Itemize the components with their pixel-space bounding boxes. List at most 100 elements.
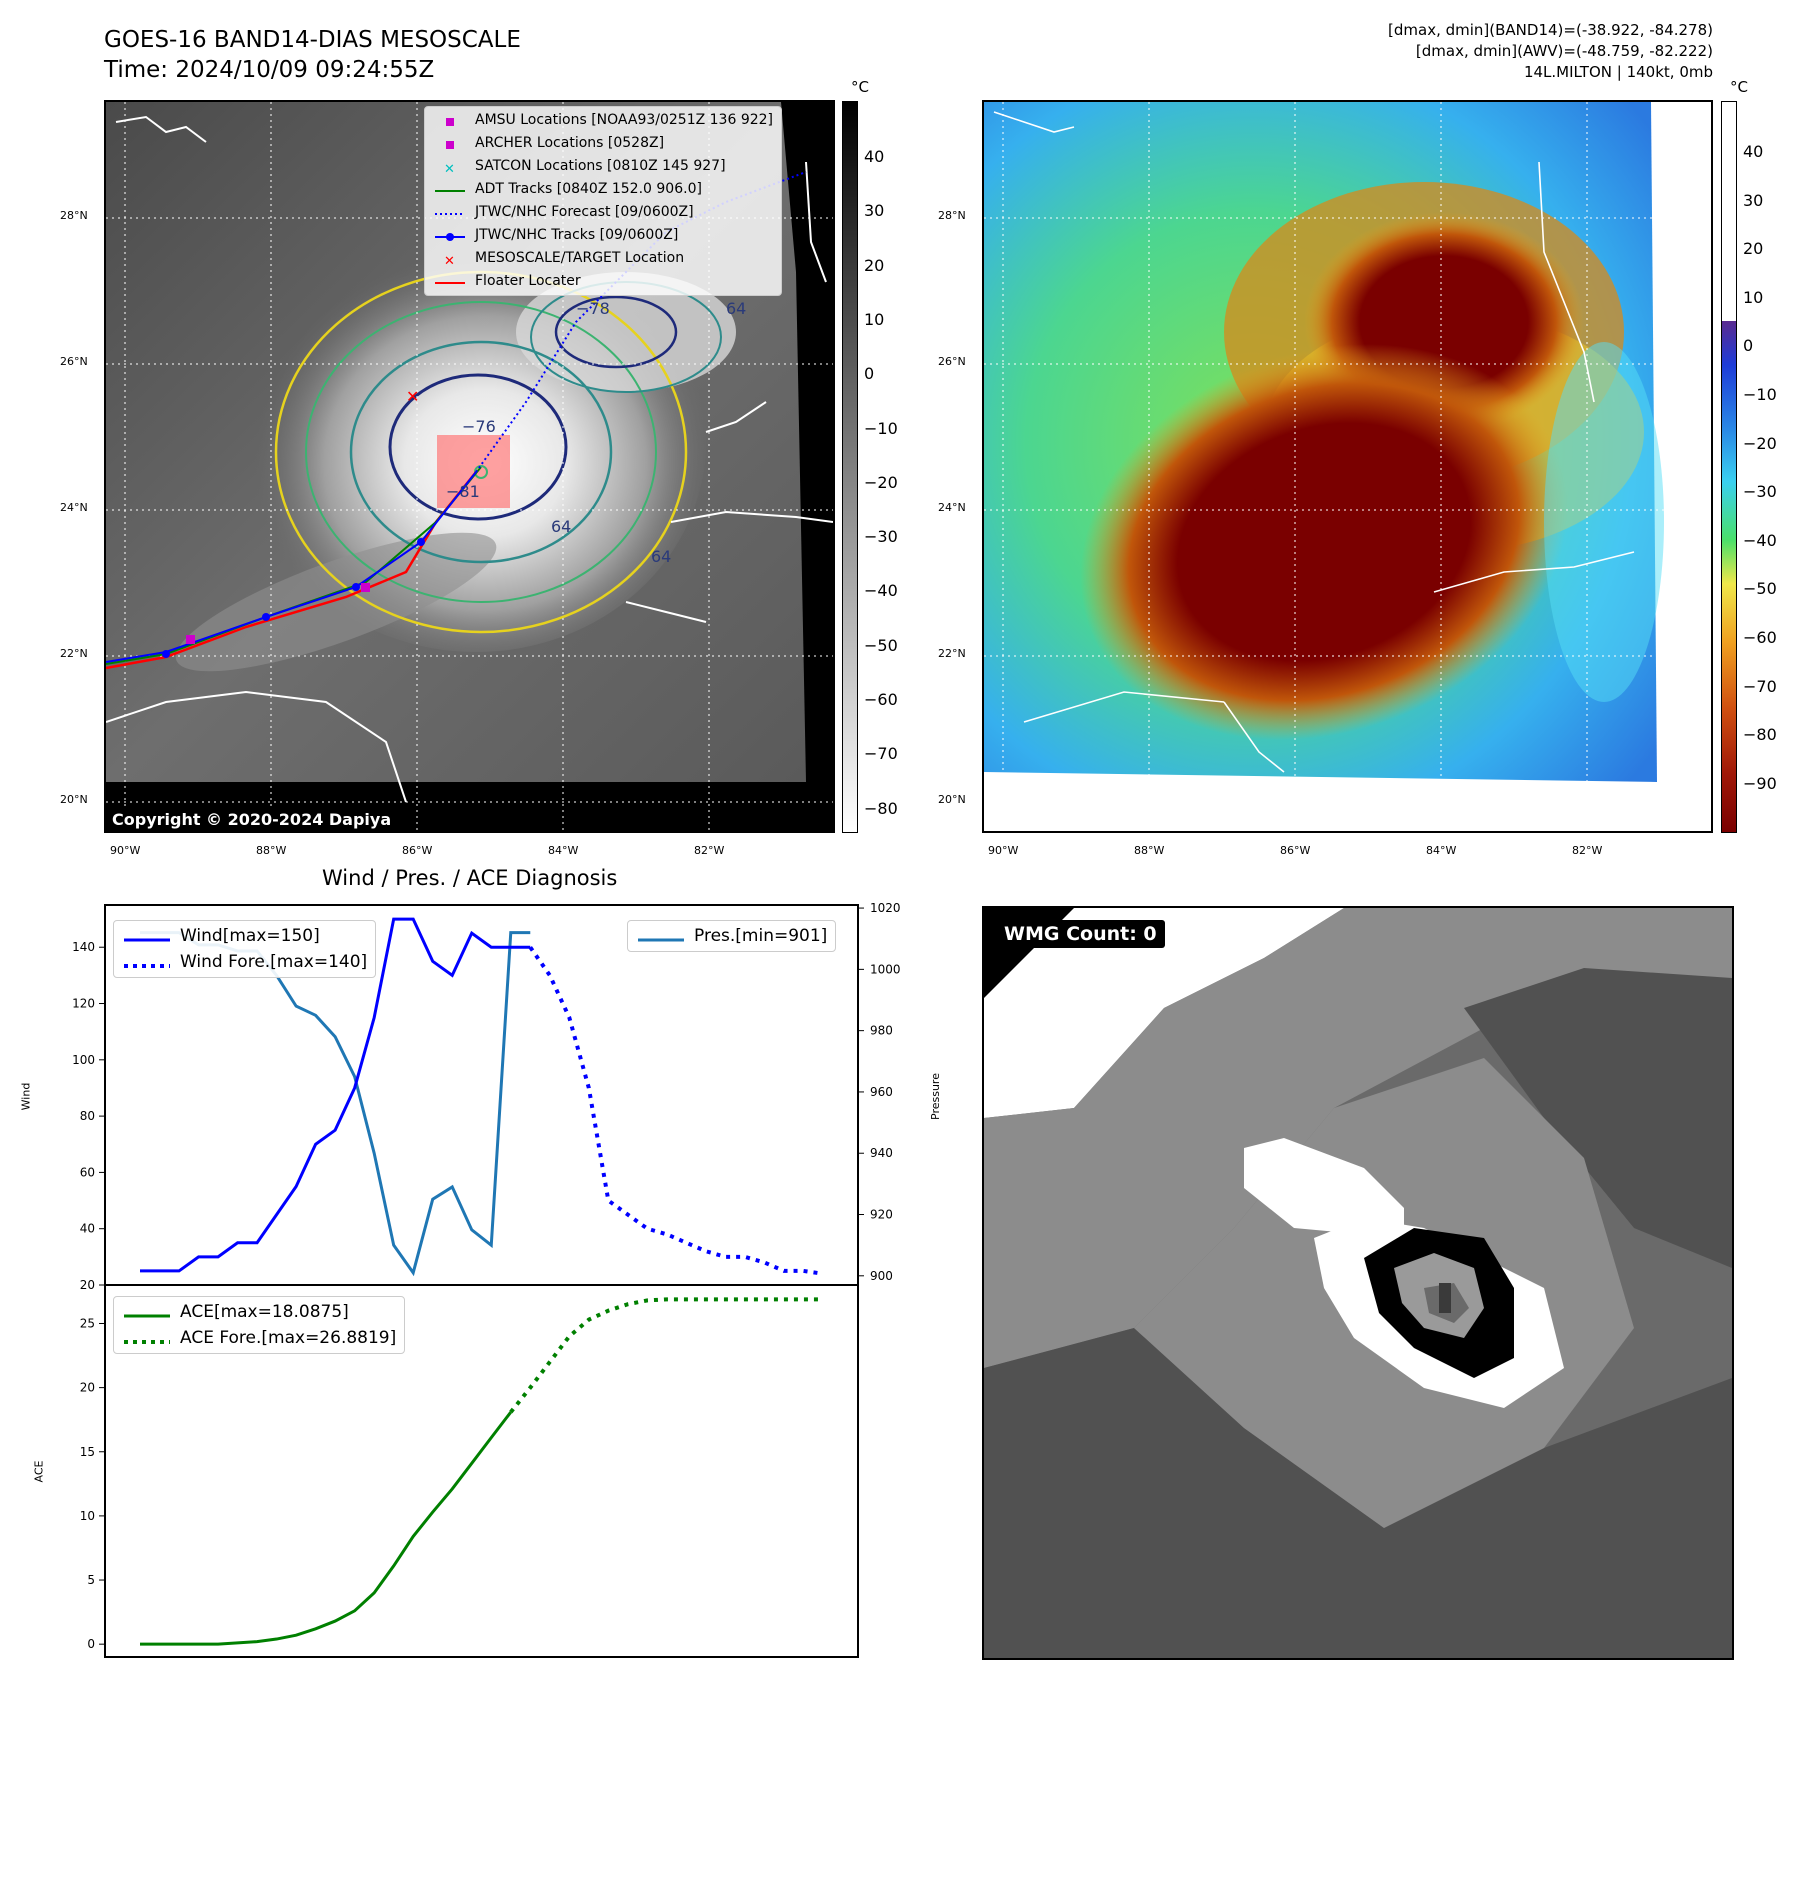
lon-label: 88°W [1134, 844, 1165, 857]
colorbar-tick-label: 0 [1743, 336, 1754, 356]
legend-item: Pres.[min=901] [636, 923, 827, 949]
pressure-tick-label: 940 [870, 1146, 893, 1160]
dmax-band14-info: [dmax, dmin](BAND14)=(-38.922, -84.278) [1388, 21, 1713, 39]
legend-label: SATCON Locations [0810Z 145 927] [475, 158, 726, 174]
dotted-line-icon [122, 1331, 172, 1345]
figure-timestamp: Time: 2024/10/09 09:24:55Z [104, 57, 435, 83]
lat-label: 22°N [60, 647, 88, 660]
svg-text:✕: ✕ [444, 254, 455, 267]
dotted-line-icon [433, 206, 467, 220]
wind-tick-label: 40 [80, 1222, 95, 1236]
legend-label: JTWC/NHC Forecast [09/0600Z] [475, 204, 694, 220]
x-marker-icon: ✕ [433, 252, 467, 269]
legend-label: ACE Fore.[max=26.8819] [180, 1328, 397, 1348]
legend-item: Wind[max=150] [122, 923, 367, 949]
pressure-tick-label: 920 [870, 1208, 893, 1222]
legend-label: Wind[max=150] [180, 926, 320, 946]
dotted-line-icon [122, 955, 172, 969]
lat-label: 24°N [938, 501, 966, 514]
colorbar-tick-label: −60 [864, 690, 898, 709]
wind-tick-label: 80 [80, 1109, 95, 1123]
solid-line-icon [122, 1305, 172, 1319]
colorbar-tick-label: −80 [1743, 725, 1777, 745]
legend-item: JTWC/NHC Tracks [09/0600Z] [433, 224, 773, 247]
contour-label: 64 [651, 547, 671, 566]
storm-info: 14L.MILTON | 140kt, 0mb [1523, 63, 1713, 81]
ace-legend: ACE[max=18.0875] ACE Fore.[max=26.8819] [113, 1296, 406, 1354]
colorbar-tick-label: −20 [864, 472, 898, 492]
lat-label: 26°N [60, 355, 88, 368]
ace-tick-label: 0 [87, 1637, 95, 1651]
wind-tick-label: 60 [80, 1165, 95, 1179]
solid-line-icon [636, 929, 686, 943]
wmg-count-badge: WMG Count: 0 [996, 920, 1165, 948]
legend-item: ✕ MESOSCALE/TARGET Location [433, 247, 773, 270]
legend-label: AMSU Locations [NOAA93/0251Z 136 922] [475, 112, 774, 128]
legend-label: Wind Fore.[max=140] [180, 952, 368, 972]
wind-axis-label: Wind [19, 1082, 33, 1111]
ace-forecast-line [509, 1297, 823, 1414]
contour-label: 64 [551, 517, 571, 536]
contour-label: 64 [726, 299, 746, 318]
legend-label: ACE[max=18.0875] [180, 1302, 349, 1322]
legend-item: ACE[max=18.0875] [122, 1299, 396, 1325]
colorbar-tick-label: 40 [864, 147, 885, 166]
pressure-tick-label: 900 [870, 1269, 893, 1283]
colorbar-tick-label: −40 [1743, 530, 1777, 550]
legend-item: JTWC/NHC Forecast [09/0600Z] [433, 201, 773, 224]
wind-line [140, 917, 531, 1273]
colorbar-tick-label: −70 [864, 744, 898, 764]
lon-label: 90°W [988, 844, 1019, 857]
colorbar-tick-label: 10 [1743, 287, 1764, 307]
colorbar-tick-label: 30 [864, 201, 885, 221]
figure-title: GOES-16 BAND14-DIAS MESOSCALE [104, 27, 521, 53]
legend-label: Floater Locater [475, 273, 581, 289]
colorbar-tick-label: −10 [1743, 385, 1777, 404]
legend-label: MESOSCALE/TARGET Location [475, 250, 685, 266]
lat-label: 22°N [938, 647, 966, 660]
contour-label: −76 [462, 417, 496, 436]
ace-tick-label: 25 [80, 1316, 95, 1330]
colorbar-tick-label: −30 [864, 527, 898, 547]
colorbar-tick-label: −80 [864, 798, 898, 818]
legend-item: AMSU Locations [NOAA93/0251Z 136 922] [433, 109, 773, 132]
lat-label: 26°N [938, 355, 966, 368]
lon-label: 86°W [402, 844, 433, 857]
ir-colorbar [842, 101, 858, 833]
legend-label: Pres.[min=901] [694, 926, 828, 946]
pressure-tick-label: 960 [870, 1085, 893, 1099]
wmg-image [984, 908, 1732, 1658]
wind-tick-label: 20 [80, 1278, 95, 1292]
colorbar-tick-label: 0 [864, 364, 875, 384]
ace-plot-frame [104, 1284, 859, 1658]
colorbar-tick-label: −90 [1743, 773, 1777, 793]
legend-item: ADT Tracks [0840Z 152.0 906.0] [433, 178, 773, 201]
legend-label: ADT Tracks [0840Z 152.0 906.0] [475, 181, 702, 197]
wind-pres-chart: 2040608010012014090092094096098010001020… [72, 901, 901, 1658]
colorbar-tick-label: −70 [1743, 676, 1777, 696]
ace-axis-label: ACE [32, 1460, 46, 1483]
colorbar-tick-label: −50 [864, 635, 898, 655]
lon-label: 90°W [110, 844, 141, 857]
colorbar-tick-label: 20 [1743, 239, 1764, 259]
chart-title: Wind / Pres. / ACE Diagnosis [322, 866, 618, 890]
contour-label: −81 [446, 482, 480, 501]
lon-label: 82°W [1572, 844, 1603, 857]
ace-tick-label: 15 [80, 1445, 95, 1459]
pressure-tick-label: 1000 [870, 962, 901, 976]
colorbar-tick-label: 20 [864, 255, 885, 275]
legend-item: ARCHER Locations [0528Z] [433, 132, 773, 155]
wind-tick-label: 100 [72, 1053, 95, 1067]
colorbar-tick-label: −50 [1743, 579, 1777, 599]
legend-label: JTWC/NHC Tracks [09/0600Z] [475, 227, 679, 243]
wind-legend: Wind[max=150] Wind Fore.[max=140] [113, 920, 377, 978]
ace-tick-label: 20 [80, 1381, 95, 1395]
lat-label: 20°N [60, 793, 88, 806]
ir-map-panel: ✕ −78 64 −76 −81 64 64 AMSU Locations [N… [104, 100, 835, 833]
lat-label: 20°N [938, 793, 966, 806]
colorbar-tick-label: −40 [864, 581, 898, 601]
pressure-line [140, 931, 531, 1277]
colorbar-tick-label: 10 [864, 309, 885, 329]
legend-item: ACE Fore.[max=26.8819] [122, 1325, 396, 1351]
lat-label: 28°N [60, 209, 88, 222]
